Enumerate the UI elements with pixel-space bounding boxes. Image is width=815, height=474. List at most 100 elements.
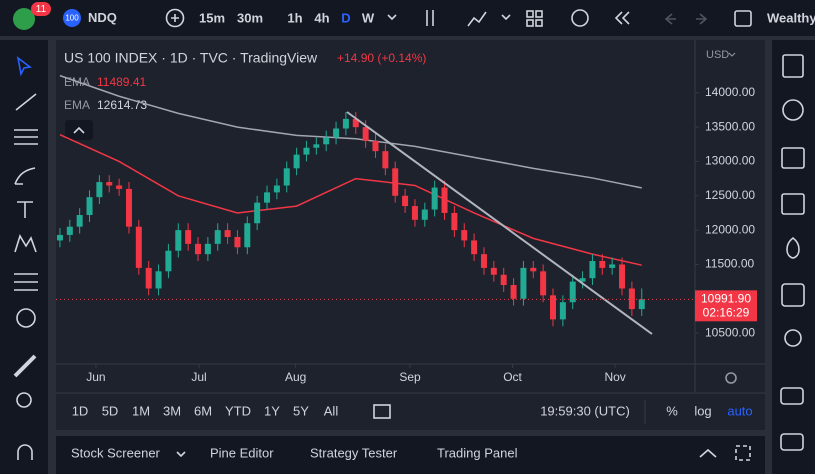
time-tick-label: Jun bbox=[86, 370, 105, 384]
interval-button[interactable]: 15m bbox=[199, 10, 225, 25]
settings-icon[interactable] bbox=[725, 372, 737, 384]
auto-toggle[interactable]: auto bbox=[727, 403, 752, 418]
replay-icon[interactable] bbox=[614, 11, 630, 25]
candle-body bbox=[96, 182, 103, 198]
undo-icon[interactable] bbox=[664, 13, 676, 25]
alert-icon[interactable] bbox=[571, 9, 589, 27]
panel-tab[interactable]: Stock Screener bbox=[71, 445, 161, 460]
indicators-icon[interactable] bbox=[467, 11, 487, 27]
indicator-value: 12614.73 bbox=[97, 98, 147, 112]
candle-body bbox=[214, 230, 221, 244]
candle-body bbox=[559, 302, 566, 320]
candle-body bbox=[510, 285, 517, 299]
emoji-tool[interactable] bbox=[16, 308, 36, 328]
range-button[interactable]: 1M bbox=[132, 403, 150, 418]
interval-button[interactable]: D bbox=[341, 10, 350, 25]
range-button[interactable]: 5Y bbox=[293, 403, 309, 418]
log-toggle[interactable]: log bbox=[694, 403, 711, 418]
prediction-tool[interactable] bbox=[14, 273, 38, 291]
panel-tab[interactable]: Strategy Tester bbox=[310, 445, 398, 460]
range-button[interactable]: 3M bbox=[163, 403, 181, 418]
measure-tool[interactable] bbox=[13, 354, 37, 378]
add-compare[interactable] bbox=[165, 8, 185, 28]
panel-maximize[interactable] bbox=[735, 445, 751, 461]
data-window-icon[interactable] bbox=[781, 283, 805, 307]
candle-body bbox=[362, 127, 369, 141]
left-toolbar bbox=[0, 40, 48, 474]
watchlist-icon[interactable] bbox=[782, 54, 804, 78]
layout-icon[interactable] bbox=[526, 10, 534, 18]
interval-button[interactable]: W bbox=[362, 10, 375, 25]
top-toolbar bbox=[0, 0, 815, 36]
candle-body bbox=[342, 118, 349, 129]
range-button[interactable]: 5D bbox=[102, 403, 119, 418]
panel-tab[interactable]: Trading Panel bbox=[437, 445, 518, 460]
indicators-dropdown[interactable] bbox=[501, 14, 511, 21]
interval-dropdown[interactable] bbox=[387, 14, 397, 21]
range-button[interactable]: All bbox=[324, 403, 339, 418]
panel-tab[interactable]: Pine Editor bbox=[210, 445, 274, 460]
text-tool[interactable] bbox=[17, 201, 33, 218]
zoom-tool[interactable] bbox=[16, 392, 32, 408]
candle-body bbox=[264, 192, 271, 203]
magnet-tool[interactable] bbox=[17, 444, 33, 460]
clock: 19:59:30 (UTC) bbox=[540, 403, 630, 418]
indicator-value: 11489.41 bbox=[97, 75, 146, 89]
candle-body bbox=[185, 230, 192, 244]
layout-icon bbox=[526, 19, 534, 27]
candle-body bbox=[569, 281, 576, 303]
candle-body bbox=[313, 144, 320, 148]
badge-count: 11 bbox=[36, 4, 47, 15]
range-button[interactable]: 1Y bbox=[264, 403, 280, 418]
redo-icon[interactable] bbox=[696, 13, 708, 25]
range-button[interactable]: 1D bbox=[72, 403, 89, 418]
interval-button[interactable]: 30m bbox=[237, 10, 263, 25]
layout-icon bbox=[535, 10, 543, 18]
candles-icon[interactable] bbox=[426, 10, 434, 26]
ema-line bbox=[59, 74, 642, 189]
symbol[interactable]: NDQ bbox=[88, 10, 117, 25]
trend-line-tool[interactable] bbox=[15, 93, 37, 111]
fib-tool[interactable] bbox=[14, 129, 38, 145]
candle-body bbox=[638, 299, 645, 310]
pattern-tool[interactable] bbox=[14, 234, 37, 253]
candle-body bbox=[244, 223, 251, 248]
news-icon[interactable] bbox=[781, 147, 805, 169]
trend-line-drawing bbox=[346, 111, 653, 335]
account-name[interactable]: Wealthy bbox=[767, 10, 815, 25]
candle-body bbox=[451, 212, 458, 231]
range-button[interactable]: YTD bbox=[225, 403, 251, 418]
percent-toggle[interactable]: % bbox=[666, 403, 678, 418]
messages-icon[interactable] bbox=[780, 433, 804, 451]
currency[interactable]: USD bbox=[706, 49, 729, 61]
countdown-label: 02:16:29 bbox=[703, 306, 750, 320]
chat-icon[interactable] bbox=[780, 387, 804, 405]
date-range-icon[interactable] bbox=[373, 404, 391, 419]
currency-dropdown bbox=[728, 52, 736, 57]
range-button[interactable]: 6M bbox=[194, 403, 212, 418]
candle-body bbox=[461, 230, 468, 241]
hotlist-icon[interactable] bbox=[786, 236, 800, 259]
collapse-arrow bbox=[73, 126, 85, 134]
fullscreen-box[interactable] bbox=[734, 10, 752, 27]
panel-expand[interactable] bbox=[699, 448, 717, 458]
alerts-icon[interactable] bbox=[782, 99, 804, 121]
candle-body bbox=[303, 147, 310, 155]
user-avatar[interactable] bbox=[13, 8, 35, 30]
interval-button[interactable]: 4h bbox=[314, 10, 329, 25]
ideas-icon[interactable] bbox=[784, 329, 802, 347]
plus-icon bbox=[171, 14, 179, 22]
interval-button[interactable]: 1h bbox=[287, 10, 302, 25]
time-tick-label: Aug bbox=[285, 370, 306, 384]
collapse-legend[interactable] bbox=[65, 120, 93, 140]
calendar-icon[interactable] bbox=[781, 193, 805, 215]
candle-body bbox=[392, 168, 399, 196]
candle-body bbox=[480, 254, 487, 268]
symbol-icon bbox=[63, 9, 81, 27]
last-price-label: 10991.90 bbox=[701, 292, 751, 306]
screener-dropdown[interactable] bbox=[176, 451, 186, 458]
indicator-name: EMA bbox=[64, 98, 90, 112]
price-change: +14.90 (+0.14%) bbox=[337, 51, 426, 65]
cursor-tool[interactable] bbox=[16, 56, 32, 77]
brush-tool[interactable] bbox=[14, 167, 36, 185]
